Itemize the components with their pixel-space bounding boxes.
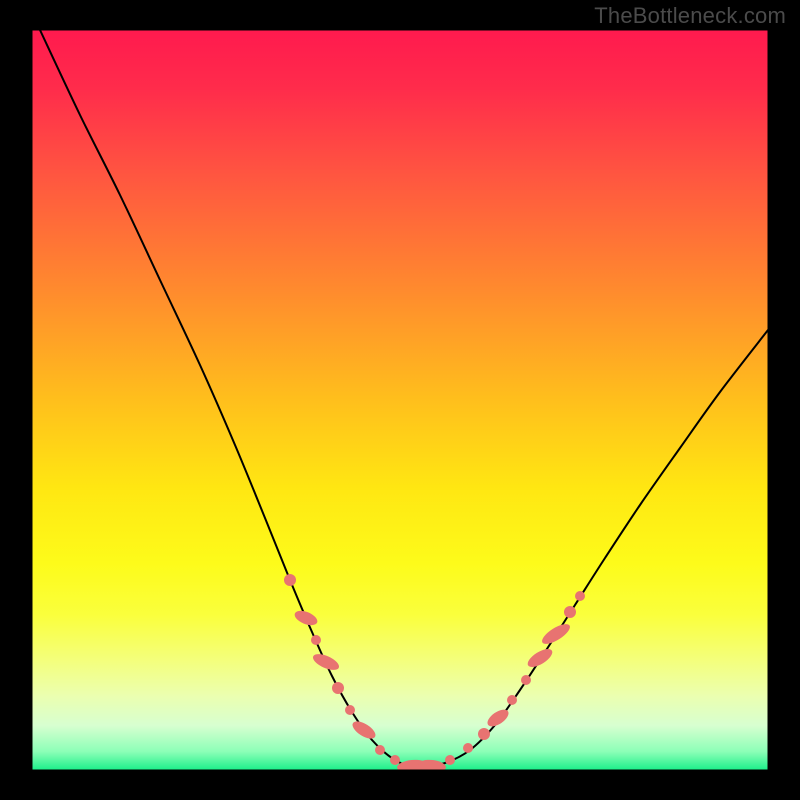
curve-marker — [478, 728, 490, 740]
curve-marker — [284, 574, 296, 586]
curve-marker — [345, 705, 355, 715]
bottleneck-chart — [0, 0, 800, 800]
curve-marker — [445, 755, 455, 765]
curve-marker — [375, 745, 385, 755]
curve-marker — [332, 682, 344, 694]
watermark: TheBottleneck.com — [594, 3, 786, 29]
plot-background — [32, 30, 768, 770]
curve-marker — [507, 695, 517, 705]
curve-marker — [521, 675, 531, 685]
curve-marker — [463, 743, 473, 753]
curve-marker — [575, 591, 585, 601]
curve-marker — [311, 635, 321, 645]
curve-marker — [564, 606, 576, 618]
curve-marker — [390, 755, 400, 765]
